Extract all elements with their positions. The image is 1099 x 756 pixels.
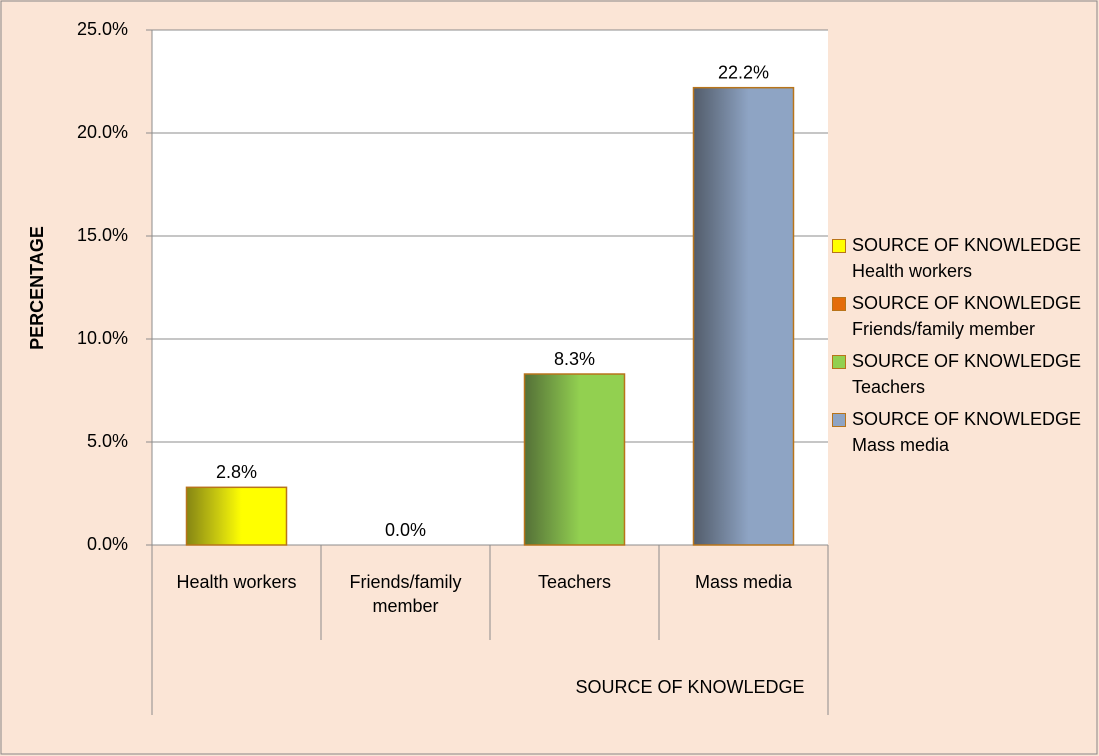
legend-swatch [832,239,846,253]
legend: SOURCE OF KNOWLEDGE Health workers SOURCE… [830,232,1092,464]
legend-entry: SOURCE OF KNOWLEDGE Friends/family membe… [830,290,1092,342]
y-tick-label: 10.0% [77,328,128,348]
y-tick-label: 15.0% [77,225,128,245]
x-tick-label: Mass media [694,572,793,592]
x-tick-label: Teachers [537,572,612,592]
data-label: 8.3% [554,349,595,369]
legend-label: SOURCE OF KNOWLEDGE Friends/family membe… [852,293,1082,339]
y-tick-label: 20.0% [77,122,128,142]
data-label: 22.2% [718,62,769,82]
bar [692,86,795,546]
legend-swatch [832,297,846,311]
x-axis-title: SOURCE OF KNOWLEDGE [575,677,804,697]
y-tick-label: 25.0% [77,19,128,39]
legend-entry: SOURCE OF KNOWLEDGE Mass media [830,406,1092,458]
legend-entry: SOURCE OF KNOWLEDGE Health workers [830,232,1092,284]
legend-entry: SOURCE OF KNOWLEDGE Teachers [830,348,1092,400]
data-label: 0.0% [385,520,426,540]
legend-swatch [832,355,846,369]
y-tick-label: 5.0% [87,431,128,451]
legend-label: SOURCE OF KNOWLEDGE Teachers [852,351,1082,397]
data-label: 2.8% [216,462,257,482]
legend-label: SOURCE OF KNOWLEDGE Health workers [852,235,1082,281]
bar [523,373,626,546]
bar [185,486,288,546]
x-tick-label: Friends/family member [349,572,462,616]
legend-label: SOURCE OF KNOWLEDGE Mass media [852,409,1082,455]
x-tick-label: Health workers [176,572,297,592]
legend-swatch [832,413,846,427]
y-axis-title: PERCENTAGE [27,226,47,350]
y-tick-label: 0.0% [87,534,128,554]
